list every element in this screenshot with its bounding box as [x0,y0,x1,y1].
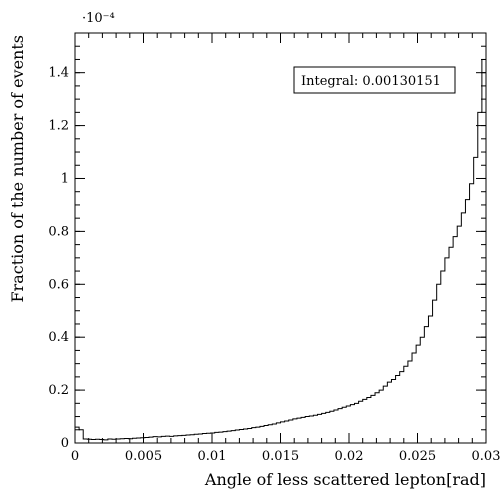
y-tick-label: 0 [61,436,69,451]
y-tick-label: 1.2 [48,119,69,134]
x-tick-label: 0.03 [472,449,501,464]
axis-ticks: 0 0.005 0.01 0.015 0.02 0.025 0.03 0 0.2 0.4 0.6 0.… [48,32,501,464]
legend-frame [293,66,456,94]
x-tick-label: 0.025 [399,449,436,464]
y-tick-label: 1.4 [48,66,69,81]
y-tick-label: 0.4 [48,330,69,345]
plot-area [74,32,487,444]
legend-integral-label: Integral: 0.00130151 [301,74,441,89]
histogram-step-line [74,58,487,443]
y-axis-scale-factor: ·10⁻⁴ [82,11,115,26]
histogram-series [74,58,487,443]
x-tick-label: 0.005 [125,449,162,464]
x-tick-label: 0.02 [335,449,364,464]
plot-frame [74,32,487,444]
y-tick-label: 0.6 [48,277,69,292]
x-tick-label: 0.015 [262,449,299,464]
x-axis-title: Angle of less scattered lepton[rad] [204,470,486,489]
x-tick-label: 0 [71,449,79,464]
y-tick-label: 0.8 [48,224,69,239]
x-tick-label: 0.01 [198,449,227,464]
y-axis-title: Fraction of the number of events [8,35,27,303]
legend-box: Integral: 0.00130151 [293,66,456,94]
y-tick-label: 0.2 [48,383,69,398]
y-tick-label: 1 [61,171,69,186]
